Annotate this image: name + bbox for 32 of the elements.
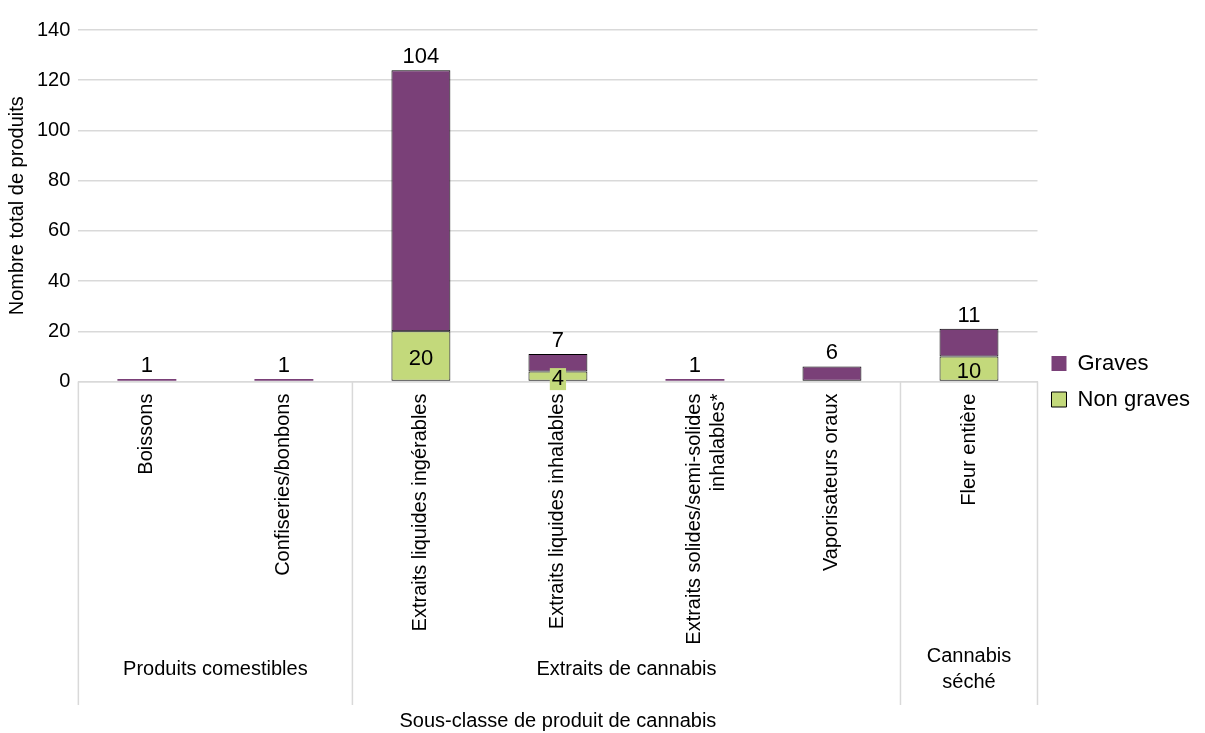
x-tick-label: Confiseries/bonbons [271,393,294,576]
x-tick-label: Extraits liquides inhalables [545,393,568,630]
y-tick-label: 80 [48,168,71,191]
y-tick-label: 60 [48,218,71,241]
data-label: 4 [551,365,565,391]
data-label: 11 [957,301,981,327]
legend-label: Graves [1077,349,1149,375]
y-tick-label: 40 [48,268,71,291]
x-tick-label: Extraits solides/semi-solides inhalables* [682,393,729,645]
y-tick-label: 100 [36,117,71,140]
x-axis-title: Sous-classe de produit de cannabis [399,708,717,731]
data-label: 20 [408,345,434,371]
y-tick-label: 20 [48,318,71,341]
y-tick-label: 0 [59,369,71,392]
x-tick-label: Vaporisateurs oraux [819,393,842,571]
data-label: 10 [956,357,982,383]
data-label: 7 [551,326,565,352]
text: Produits comestibles [123,656,308,679]
x-tick-label: Extraits liquides ingérables [408,393,431,632]
text: Cannabis séché [926,643,1012,692]
x-tick-label: Boissons [134,393,157,475]
text: Extraits de cannabis [536,656,717,679]
data-label: 104 [402,43,440,69]
y-tick-label: 120 [36,67,71,90]
data-label: 6 [825,339,839,365]
data-label: 1 [140,352,153,378]
data-label: 1 [688,352,702,378]
y-tick-label: 140 [36,17,71,40]
y-axis-title: Nombre total de produits [4,96,27,316]
x-tick-label: Fleur entière [956,393,979,506]
data-label: 1 [277,352,291,378]
legend-label: Non graves [1077,385,1191,411]
